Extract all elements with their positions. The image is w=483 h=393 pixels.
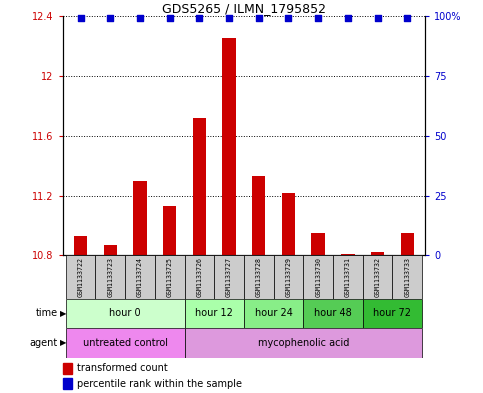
Point [166, 15, 173, 21]
Bar [252, 176, 266, 255]
Text: ▶: ▶ [60, 309, 67, 318]
Point [374, 15, 382, 21]
Text: hour 12: hour 12 [195, 309, 233, 318]
Text: GSM1133722: GSM1133722 [78, 257, 84, 297]
Bar [66, 255, 96, 299]
Text: hour 0: hour 0 [109, 309, 141, 318]
Bar [400, 233, 414, 255]
Text: GSM1133733: GSM1133733 [404, 257, 410, 297]
Bar [222, 38, 236, 255]
Point [344, 15, 352, 21]
Text: time: time [36, 309, 58, 318]
Point [403, 15, 411, 21]
Text: mycophenolic acid: mycophenolic acid [257, 338, 349, 348]
Point [284, 15, 292, 21]
Bar [303, 255, 333, 299]
Bar [363, 255, 392, 299]
Bar [63, 363, 72, 374]
Bar [303, 299, 363, 328]
Text: GSM1133728: GSM1133728 [256, 257, 262, 297]
Bar [244, 299, 303, 328]
Bar [363, 299, 422, 328]
Text: GSM1133725: GSM1133725 [167, 257, 173, 297]
Point [314, 15, 322, 21]
Title: GDS5265 / ILMN_1795852: GDS5265 / ILMN_1795852 [162, 2, 326, 15]
Bar [185, 255, 214, 299]
Bar [185, 328, 422, 358]
Bar [214, 255, 244, 299]
Text: untreated control: untreated control [83, 338, 168, 348]
Bar [371, 252, 384, 255]
Text: GSM1133732: GSM1133732 [374, 257, 381, 297]
Bar [125, 255, 155, 299]
Bar [273, 255, 303, 299]
Bar [155, 255, 185, 299]
Point [77, 15, 85, 21]
Bar [185, 299, 244, 328]
Bar [104, 245, 117, 255]
Bar [163, 206, 176, 255]
Bar [133, 180, 147, 255]
Bar [333, 255, 363, 299]
Text: percentile rank within the sample: percentile rank within the sample [77, 379, 242, 389]
Text: GSM1133729: GSM1133729 [285, 257, 291, 297]
Text: transformed count: transformed count [77, 364, 168, 373]
Bar [312, 233, 325, 255]
Text: agent: agent [30, 338, 58, 348]
Bar [96, 255, 125, 299]
Text: GSM1133724: GSM1133724 [137, 257, 143, 297]
Point [136, 15, 144, 21]
Bar [63, 378, 72, 389]
Text: GSM1133731: GSM1133731 [345, 257, 351, 297]
Bar [74, 236, 87, 255]
Point [196, 15, 203, 21]
Text: ▶: ▶ [60, 338, 67, 347]
Point [106, 15, 114, 21]
Point [225, 15, 233, 21]
Text: GSM1133730: GSM1133730 [315, 257, 321, 297]
Text: GSM1133727: GSM1133727 [226, 257, 232, 297]
Text: GSM1133726: GSM1133726 [197, 257, 202, 297]
Text: hour 72: hour 72 [373, 309, 412, 318]
Text: GSM1133723: GSM1133723 [107, 257, 114, 297]
Bar [392, 255, 422, 299]
Bar [66, 299, 185, 328]
Point [255, 15, 263, 21]
Bar [244, 255, 273, 299]
Bar [282, 193, 295, 255]
Bar [193, 118, 206, 255]
Text: hour 48: hour 48 [314, 309, 352, 318]
Text: hour 24: hour 24 [255, 309, 293, 318]
Bar [66, 328, 185, 358]
Bar [341, 254, 355, 255]
